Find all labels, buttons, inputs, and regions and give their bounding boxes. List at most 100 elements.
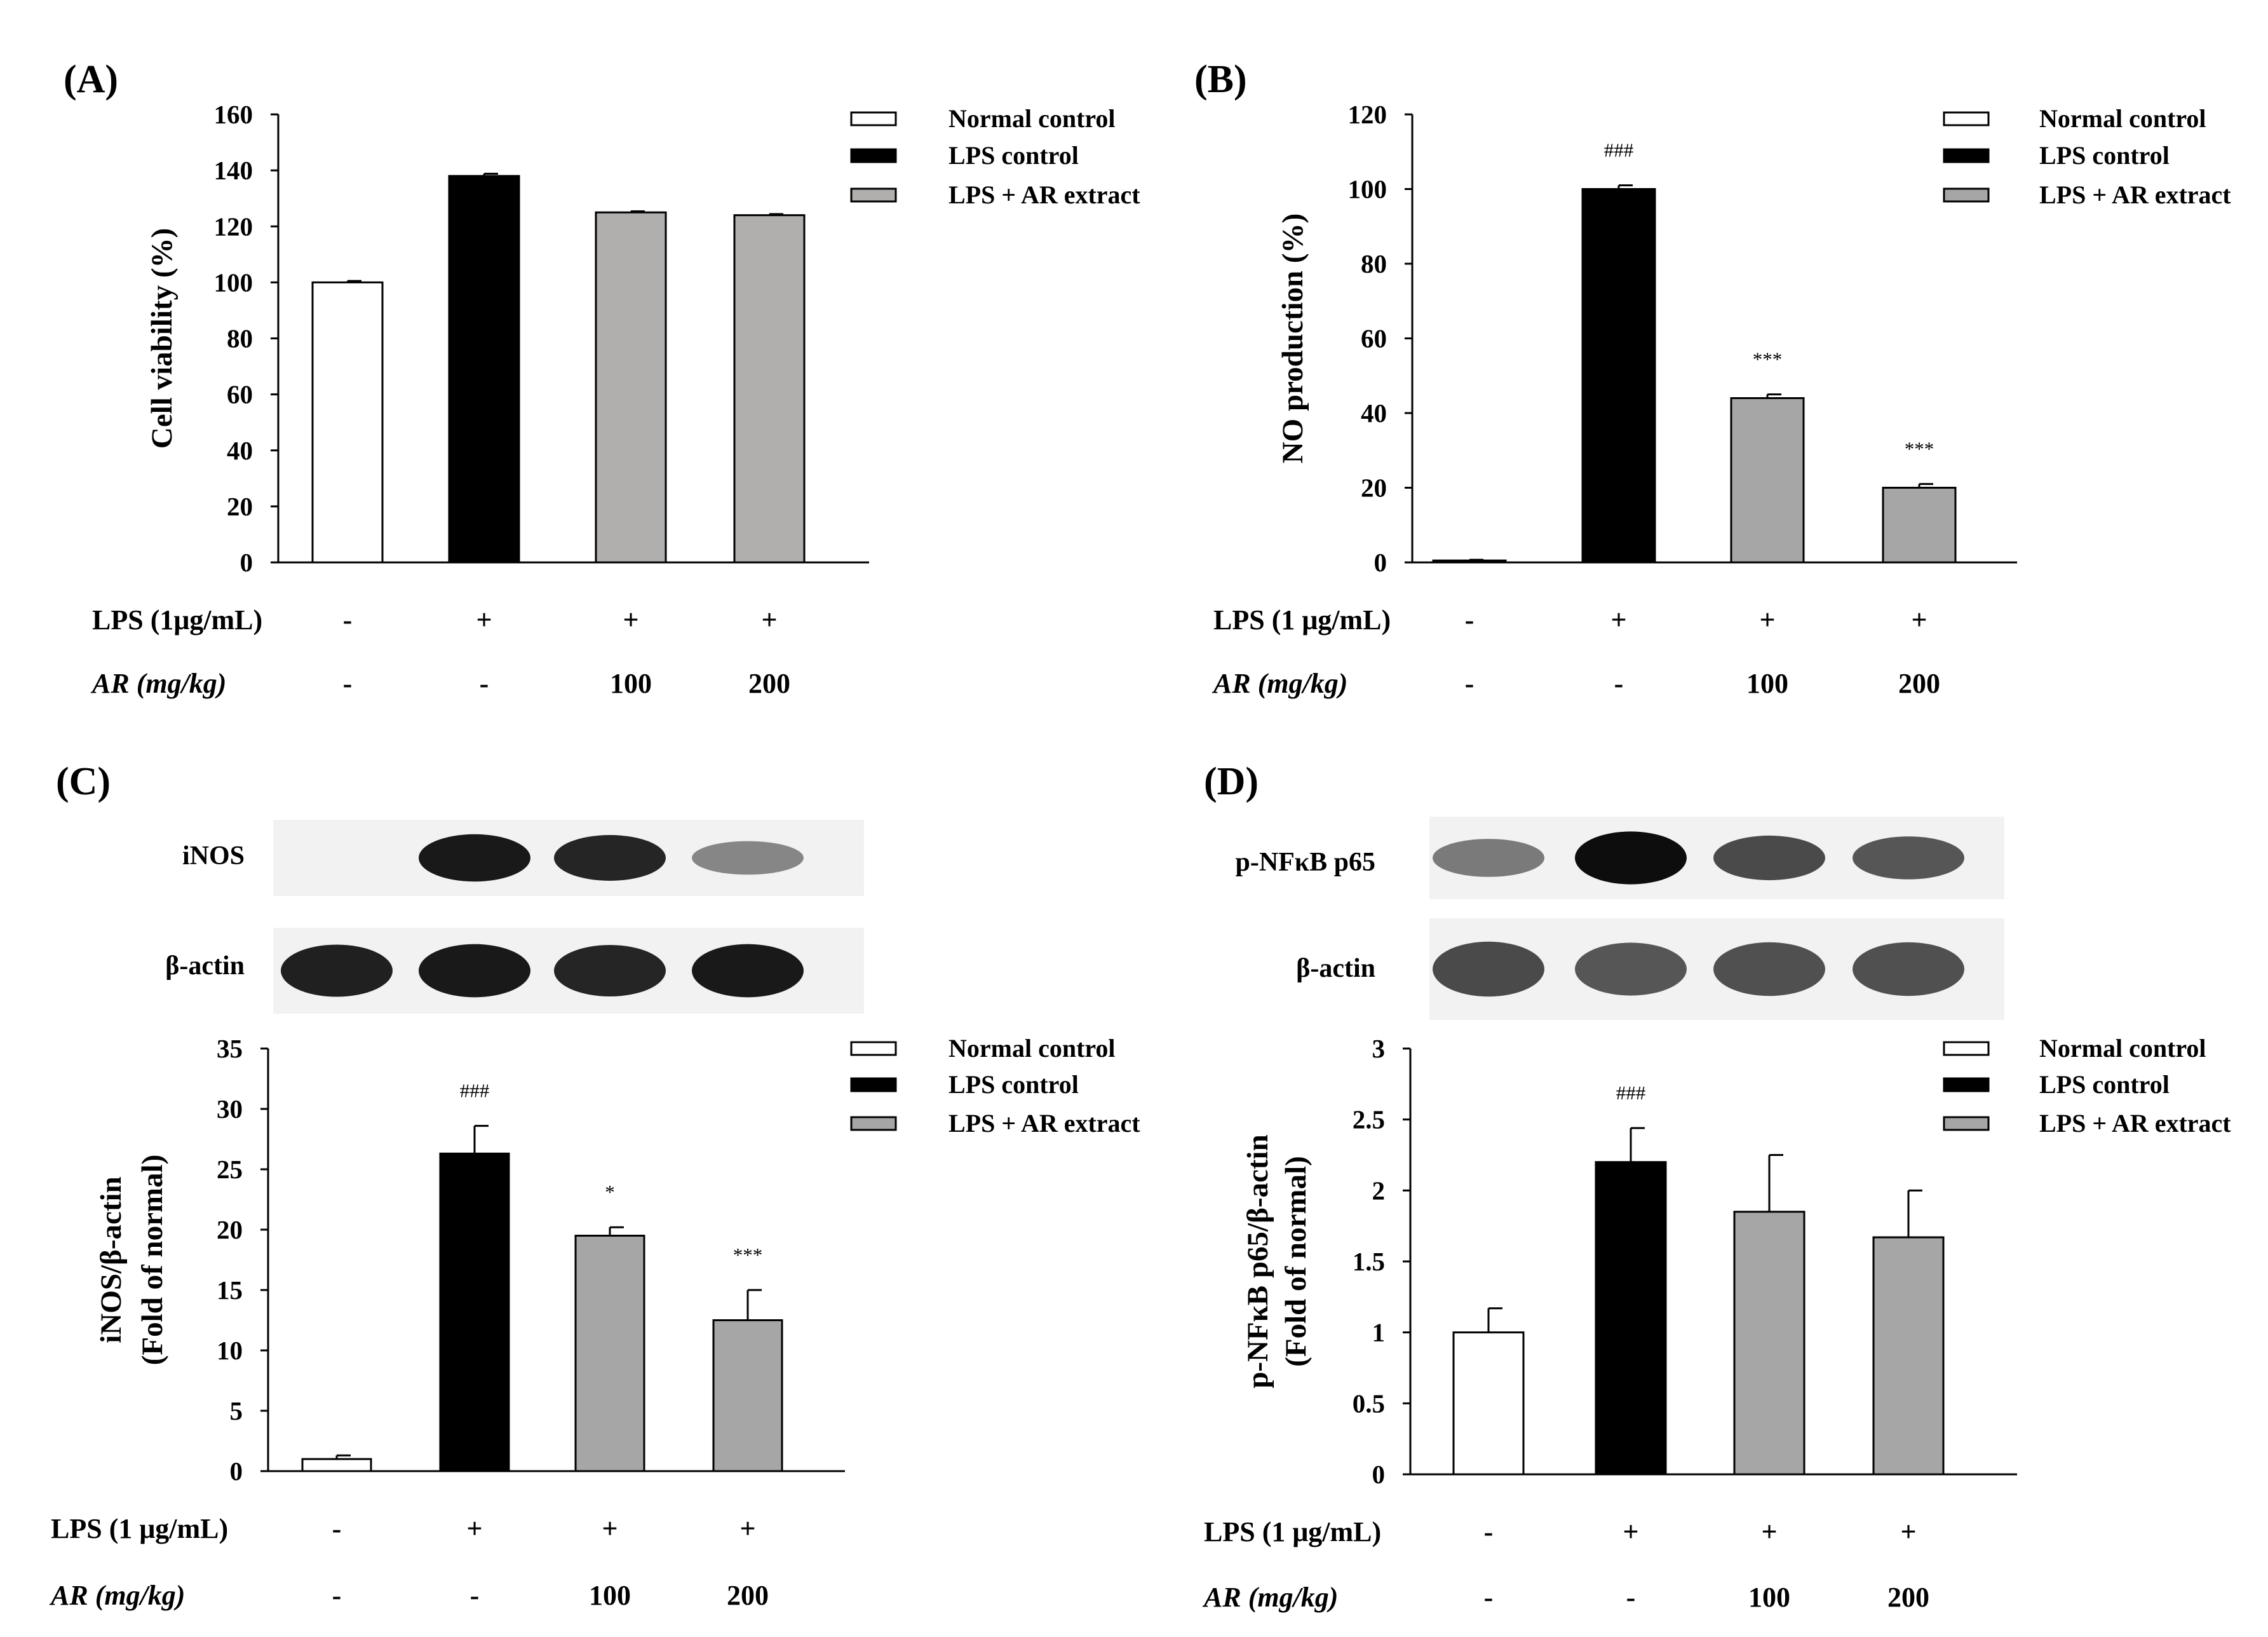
y-tick-label: 1.5 bbox=[1353, 1247, 1385, 1276]
panel-a: (A) 0 20 40 60 80 100 120 140 160 Cell viability (… bbox=[64, 58, 1140, 699]
significance-label: *** bbox=[733, 1244, 763, 1266]
y-tick-label: 0 bbox=[1374, 548, 1387, 577]
bar bbox=[439, 1152, 510, 1472]
row-value: - bbox=[470, 1580, 480, 1611]
legend-swatch bbox=[1943, 148, 1990, 163]
blot-band bbox=[692, 841, 804, 875]
legend-swatch bbox=[850, 148, 897, 163]
row-label: LPS (1μg/mL) bbox=[92, 604, 262, 635]
legend-label: LPS + AR extract bbox=[948, 180, 1140, 209]
bar bbox=[311, 281, 384, 564]
blot-band bbox=[281, 944, 393, 997]
row-label-italic: AR bbox=[1212, 668, 1251, 699]
row-label-italic: AR bbox=[90, 668, 130, 699]
row-label: AR (mg/kg) bbox=[49, 1580, 185, 1611]
row-value: + bbox=[1759, 604, 1775, 635]
row-label-text: LPS (1 μg/mL) bbox=[51, 1513, 228, 1544]
significance-label: * bbox=[605, 1181, 615, 1203]
bar bbox=[1882, 487, 1957, 564]
row-label-text: LPS (1 μg/mL) bbox=[1213, 604, 1391, 635]
legend-swatch bbox=[850, 187, 897, 203]
row-value: 200 bbox=[727, 1580, 769, 1611]
row-value: 100 bbox=[589, 1580, 631, 1611]
y-tick-label: 0 bbox=[240, 548, 253, 577]
legend-swatch bbox=[850, 1116, 897, 1131]
row-label-text: LPS (1 μg/mL) bbox=[1204, 1516, 1381, 1547]
row-value: 200 bbox=[1898, 668, 1940, 699]
blot-band bbox=[1575, 831, 1687, 885]
blot-band bbox=[1853, 942, 1964, 996]
y-tick-label: 25 bbox=[217, 1155, 243, 1184]
legend-swatch bbox=[850, 1041, 897, 1056]
y-axis-label: p-NFκB p65/β-actin bbox=[1241, 1134, 1274, 1388]
bar bbox=[448, 175, 520, 564]
legend-label: LPS + AR extract bbox=[2039, 1109, 2231, 1138]
row-label: LPS (1 μg/mL) bbox=[1213, 604, 1391, 635]
y-axis-label: Cell viability (%) bbox=[145, 228, 179, 449]
row-value: - bbox=[332, 1580, 342, 1611]
significance-label: ### bbox=[1604, 139, 1634, 161]
y-tick-label: 40 bbox=[1361, 398, 1387, 428]
y-tick-label: 10 bbox=[217, 1336, 243, 1365]
legend-swatch bbox=[850, 1077, 897, 1092]
panel-label: (B) bbox=[1194, 58, 1247, 101]
y-tick-label: 30 bbox=[217, 1094, 243, 1124]
legend-label: LPS control bbox=[2039, 141, 2170, 170]
y-tick-label: 0.5 bbox=[1353, 1389, 1385, 1418]
row-label-text: (mg/kg) bbox=[130, 668, 227, 699]
y-tick-label: 120 bbox=[214, 212, 253, 241]
y-axis-label: NO production (%) bbox=[1276, 214, 1309, 463]
legend-label: LPS control bbox=[2039, 1070, 2170, 1099]
row-value: 100 bbox=[1746, 668, 1788, 699]
bar bbox=[1733, 1211, 1806, 1476]
y-axis-label: (Fold of normal) bbox=[136, 1155, 169, 1366]
y-tick-label: 2 bbox=[1372, 1176, 1386, 1205]
panel-label: (A) bbox=[64, 58, 118, 101]
row-value: 200 bbox=[1887, 1582, 1929, 1613]
row-label-italic: AR bbox=[1202, 1582, 1241, 1613]
blot-band bbox=[1433, 941, 1544, 997]
row-label-text: LPS (1μg/mL) bbox=[92, 604, 262, 635]
row-value: - bbox=[343, 668, 353, 699]
y-tick-label: 160 bbox=[214, 100, 253, 129]
blot-label: β-actin bbox=[165, 951, 245, 981]
y-tick-label: 15 bbox=[217, 1275, 243, 1305]
row-label-italic: AR bbox=[49, 1580, 88, 1611]
y-tick-label: 2.5 bbox=[1353, 1105, 1385, 1134]
row-value: - bbox=[1484, 1516, 1494, 1547]
row-value: - bbox=[1484, 1582, 1494, 1613]
y-tick-label: 3 bbox=[1372, 1034, 1386, 1063]
row-value: + bbox=[1761, 1516, 1777, 1547]
legend-label: LPS + AR extract bbox=[948, 1109, 1140, 1138]
blot-band bbox=[419, 834, 530, 882]
significance-label: *** bbox=[1753, 348, 1783, 370]
row-label-text: (mg/kg) bbox=[88, 1580, 186, 1611]
y-tick-label: 100 bbox=[1348, 175, 1387, 204]
row-value: - bbox=[1626, 1582, 1636, 1613]
panel-label: (C) bbox=[56, 760, 111, 803]
y-tick-label: 20 bbox=[1361, 473, 1387, 503]
y-axis-label: iNOS/β-actin bbox=[95, 1176, 128, 1343]
y-tick-label: 60 bbox=[1361, 324, 1387, 353]
row-value: + bbox=[623, 604, 638, 635]
y-tick-label: 100 bbox=[214, 268, 253, 297]
row-value: 100 bbox=[1748, 1582, 1790, 1613]
row-value: 200 bbox=[748, 668, 790, 699]
legend-label: Normal control bbox=[2039, 1034, 2206, 1063]
blot-band bbox=[554, 945, 666, 996]
legend-label: LPS + AR extract bbox=[2039, 180, 2231, 209]
row-value: + bbox=[466, 1513, 482, 1544]
row-value: - bbox=[343, 604, 353, 635]
bar bbox=[1432, 559, 1507, 564]
row-value: + bbox=[1610, 604, 1626, 635]
bar bbox=[1730, 397, 1805, 564]
row-value: - bbox=[332, 1513, 342, 1544]
panel-c: (C) iNOS β-actin 0 5 10 15 20 25 30 35 iNOS/β-actin… bbox=[49, 760, 1140, 1611]
bar bbox=[574, 1235, 645, 1472]
y-tick-label: 5 bbox=[230, 1396, 243, 1425]
panel-b: (B) 0 20 40 60 80 100 120 NO production (%) ### **… bbox=[1194, 58, 2231, 699]
bar bbox=[1581, 188, 1656, 564]
blot-label: β-actin bbox=[1296, 954, 1375, 983]
significance-label: ### bbox=[460, 1080, 490, 1102]
